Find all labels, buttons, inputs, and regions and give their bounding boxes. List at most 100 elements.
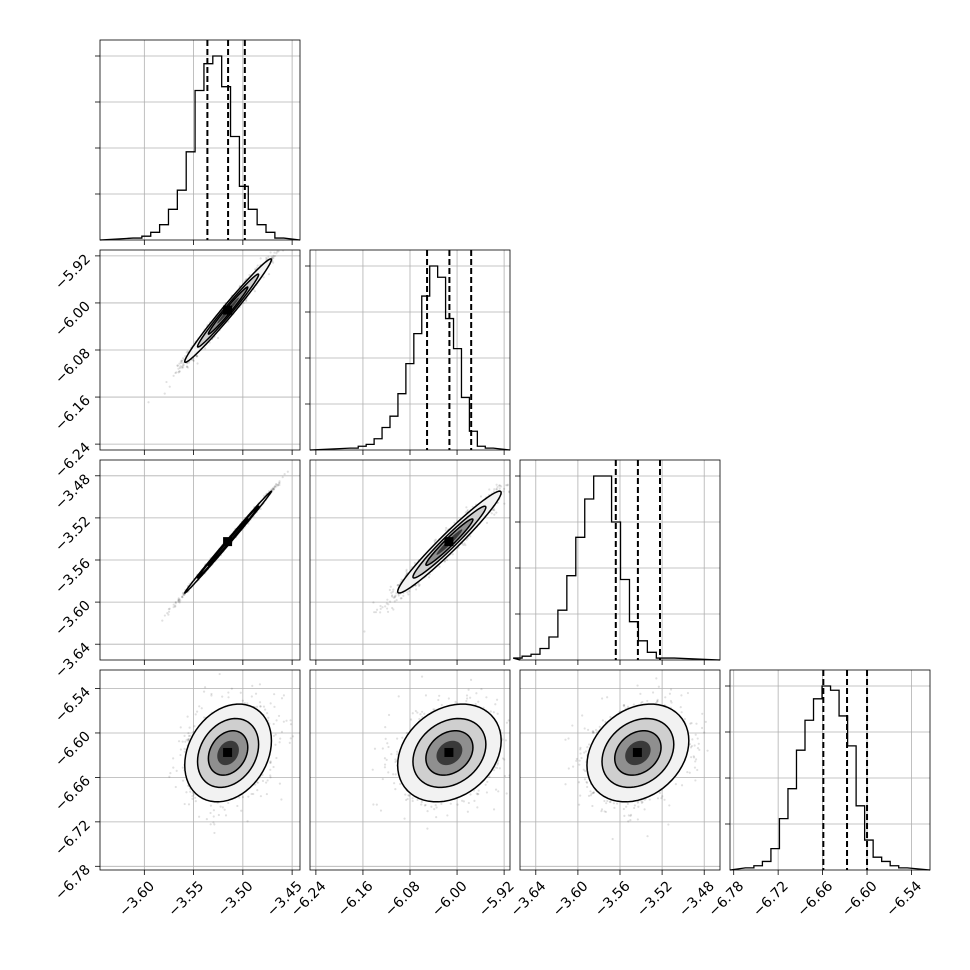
sample-point	[270, 488, 273, 491]
sample-point	[245, 298, 248, 301]
sample-point	[269, 251, 272, 254]
sample-point	[278, 481, 281, 484]
sample-point	[178, 362, 181, 365]
sample-point	[374, 611, 378, 614]
panel-frame	[99, 39, 301, 241]
sample-point	[393, 600, 396, 603]
sample-point	[256, 264, 259, 267]
panel-frame	[729, 669, 931, 871]
sample-point	[187, 361, 191, 364]
sample-point	[168, 385, 171, 388]
sample-point	[464, 544, 467, 547]
sample-point	[284, 243, 286, 245]
sample-point	[172, 606, 175, 609]
sample-point	[192, 359, 195, 363]
sample-point	[177, 598, 181, 601]
sample-point	[273, 487, 276, 490]
sample-point	[469, 535, 472, 538]
sample-point	[272, 261, 275, 264]
sample-point	[503, 487, 506, 490]
sample-point	[506, 484, 509, 487]
sample-point	[172, 603, 175, 606]
y-tick-label: −3.60	[52, 598, 94, 640]
histogram-step-line	[309, 265, 511, 451]
y-tick-label: −5.92	[52, 251, 94, 293]
sample-point	[465, 506, 468, 509]
sample-point	[196, 362, 199, 365]
sample-point	[273, 485, 276, 489]
sample-point	[498, 484, 501, 487]
sample-point	[166, 611, 169, 615]
sample-point	[195, 354, 199, 358]
sample-point	[418, 584, 421, 588]
sample-point	[177, 367, 180, 370]
sample-point	[262, 494, 266, 497]
sample-point	[167, 610, 171, 613]
sample-point	[181, 357, 185, 360]
histogram-step-line	[512, 475, 721, 661]
sample-point	[248, 273, 251, 277]
sample-point	[443, 560, 446, 563]
sample-point	[444, 529, 447, 532]
sample-point	[161, 619, 164, 622]
sample-point	[184, 355, 187, 358]
sample-point	[174, 371, 177, 375]
sample-point	[204, 347, 207, 350]
histogram-panel-0	[95, 39, 301, 241]
sample-point	[394, 595, 397, 598]
sample-point	[379, 611, 382, 614]
sample-point	[286, 241, 288, 243]
sample-point	[174, 604, 177, 607]
sample-point	[276, 250, 279, 253]
sample-point	[265, 256, 268, 259]
sample-point	[275, 485, 278, 488]
sample-point	[492, 508, 495, 512]
sample-point	[181, 595, 184, 598]
sample-point	[406, 591, 409, 594]
sample-point	[496, 485, 499, 489]
sample-point	[276, 483, 280, 486]
sample-point	[196, 355, 199, 358]
sample-point	[283, 472, 286, 476]
sample-point	[265, 257, 268, 260]
sample-point	[195, 355, 198, 358]
sample-point	[363, 630, 366, 633]
sample-point	[272, 487, 275, 491]
sample-point	[245, 299, 248, 303]
contour-line	[196, 273, 260, 348]
sample-point	[181, 366, 185, 369]
sample-point	[271, 488, 275, 491]
sample-point	[277, 484, 280, 487]
sample-point	[174, 602, 177, 605]
sample-point	[179, 360, 182, 363]
sample-point	[255, 266, 258, 270]
sample-point	[216, 336, 220, 340]
sample-point	[379, 607, 382, 610]
panel-background	[730, 670, 930, 870]
sample-point	[415, 588, 418, 591]
sample-point	[163, 392, 166, 395]
panel-background	[100, 40, 300, 240]
sample-point	[181, 595, 184, 599]
y-tick-label: −3.52	[52, 513, 94, 555]
sample-point	[493, 513, 496, 516]
sample-point	[167, 608, 170, 611]
scatter-panel-1-0	[99, 241, 301, 451]
sample-point	[270, 488, 274, 491]
sample-point	[177, 598, 180, 601]
sample-point	[274, 484, 277, 488]
contour-line	[207, 286, 249, 335]
sample-point	[181, 365, 184, 368]
sample-point	[451, 553, 454, 556]
sample-point	[272, 488, 275, 491]
sample-point	[275, 252, 278, 255]
sample-point	[182, 593, 185, 597]
sample-point	[453, 521, 456, 524]
sample-point	[466, 510, 469, 513]
sample-point	[485, 521, 489, 525]
sample-point	[259, 507, 262, 511]
sample-point	[177, 600, 180, 603]
sample-point	[172, 374, 175, 377]
sample-point	[177, 597, 180, 600]
